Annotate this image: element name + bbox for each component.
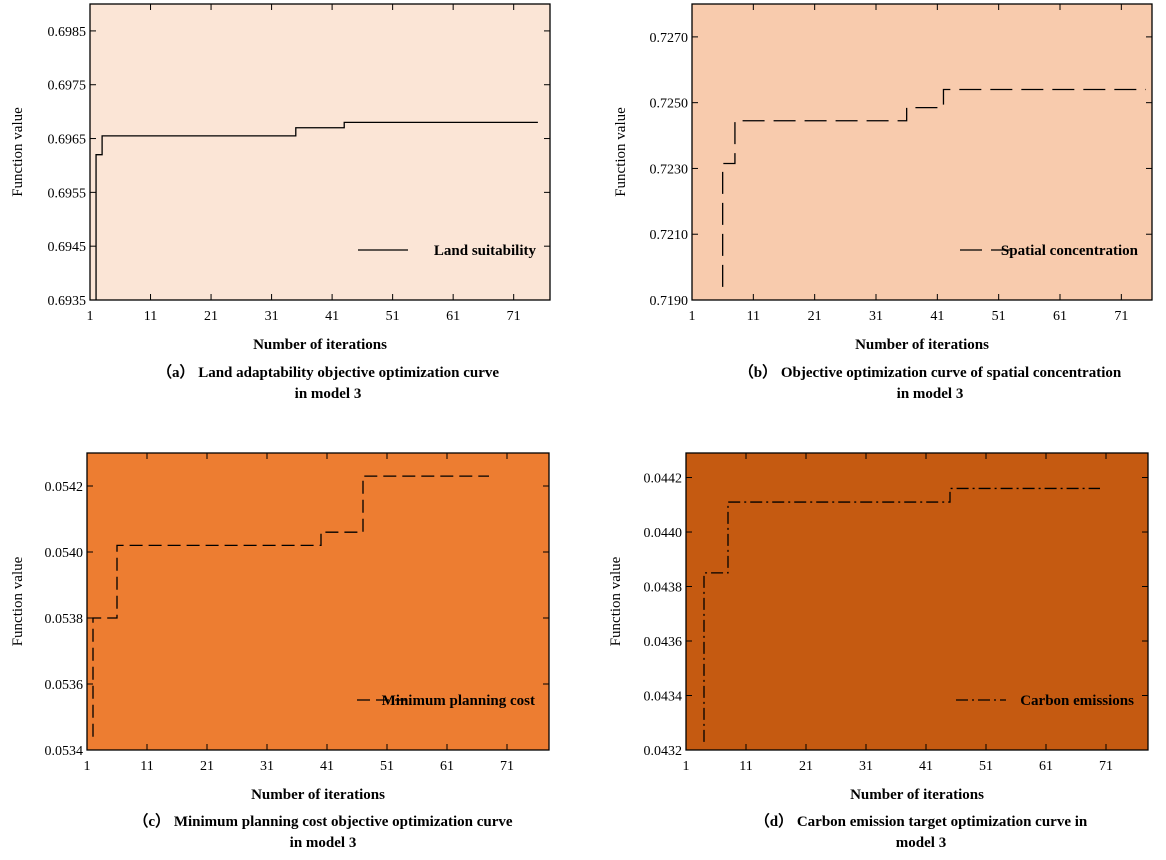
x-tick-label: 31 bbox=[260, 759, 274, 774]
y-tick-label: 0.6935 bbox=[48, 294, 87, 309]
chart-panel-d: 1 11 21 31 41 51 61 710.04320.04340.04360.04380… bbox=[608, 452, 1149, 851]
x-axis-title: Number of iterations bbox=[253, 337, 387, 353]
caption-line: （d） Carbon emission target optimization … bbox=[755, 812, 1088, 830]
x-tick-label: 41 bbox=[930, 309, 944, 324]
caption-line: model 3 bbox=[896, 835, 946, 851]
legend-label: Minimum planning cost bbox=[382, 693, 535, 709]
plot-background bbox=[686, 453, 1148, 750]
caption-line: in model 3 bbox=[897, 386, 964, 402]
plot-frame bbox=[691, 3, 1153, 301]
series-line-0 bbox=[92, 475, 489, 737]
x-tick-label: 41 bbox=[320, 759, 334, 774]
y-tick-label: 0.6955 bbox=[48, 186, 87, 201]
x-tick-label: 41 bbox=[325, 309, 339, 324]
legend-label: Spatial concentration bbox=[1001, 243, 1139, 259]
chart-panel-a: 1 11 21 31 41 51 61 710.69350.69450.69550.69650… bbox=[10, 3, 551, 402]
plot-frame bbox=[86, 452, 550, 751]
x-tick-label: 51 bbox=[386, 309, 400, 324]
x-axis-title: Number of iterations bbox=[251, 787, 385, 803]
x-axis-title: Number of iterations bbox=[855, 337, 989, 353]
y-tick-label: 0.0440 bbox=[644, 526, 683, 541]
x-tick-label: 21 bbox=[204, 309, 218, 324]
x-tick-label: 21 bbox=[808, 309, 822, 324]
y-tick-label: 0.7190 bbox=[650, 294, 689, 309]
y-tick-label: 0.6945 bbox=[48, 240, 87, 255]
x-tick-label: 51 bbox=[992, 309, 1006, 324]
x-tick-label: 21 bbox=[200, 759, 214, 774]
x-tick-label: 71 bbox=[1114, 309, 1128, 324]
y-tick-label: 0.0542 bbox=[45, 480, 84, 495]
series-line-0 bbox=[722, 88, 1146, 287]
x-tick-label: 11 bbox=[140, 759, 153, 774]
x-tick-label: 61 bbox=[446, 309, 460, 324]
x-tick-label: 71 bbox=[500, 759, 514, 774]
x-tick-label: 71 bbox=[507, 309, 521, 324]
x-tick-label: 11 bbox=[747, 309, 760, 324]
y-tick-label: 0.0434 bbox=[644, 690, 683, 705]
y-axis-title: Function value bbox=[10, 556, 26, 646]
x-tick-label: 31 bbox=[265, 309, 279, 324]
chart-panel-c: 1 11 21 31 41 51 61 710.05340.05360.05380.05400… bbox=[10, 452, 550, 851]
y-tick-label: 0.0538 bbox=[45, 612, 84, 627]
y-tick-label: 0.0442 bbox=[644, 472, 683, 487]
x-tick-label: 31 bbox=[869, 309, 883, 324]
legend-label: Carbon emissions bbox=[1020, 693, 1134, 709]
x-tick-label: 1 bbox=[87, 309, 94, 324]
series-line-0 bbox=[95, 121, 538, 300]
x-tick-label: 41 bbox=[919, 759, 933, 774]
y-axis-title: Function value bbox=[10, 107, 26, 197]
y-axis-title: Function value bbox=[613, 107, 629, 197]
x-tick-label: 1 bbox=[84, 759, 91, 774]
y-tick-label: 0.0540 bbox=[45, 546, 84, 561]
plot-frame bbox=[685, 452, 1149, 751]
x-tick-label: 11 bbox=[144, 309, 157, 324]
caption-line: in model 3 bbox=[290, 835, 357, 851]
x-tick-label: 11 bbox=[739, 759, 752, 774]
y-tick-label: 0.0436 bbox=[644, 635, 683, 650]
plot-background bbox=[90, 4, 550, 300]
caption-line: （b） Objective optimization curve of spat… bbox=[739, 363, 1122, 381]
x-tick-label: 71 bbox=[1099, 759, 1113, 774]
x-tick-label: 61 bbox=[1053, 309, 1067, 324]
y-tick-label: 0.7210 bbox=[650, 228, 689, 243]
y-tick-label: 0.6965 bbox=[48, 133, 87, 148]
y-tick-label: 0.7270 bbox=[650, 31, 689, 46]
y-tick-label: 0.7250 bbox=[650, 97, 689, 112]
y-tick-label: 0.0432 bbox=[644, 744, 683, 759]
x-axis-title: Number of iterations bbox=[850, 787, 984, 803]
caption-line: （a） Land adaptability objective optimiza… bbox=[157, 363, 499, 381]
y-tick-label: 0.7230 bbox=[650, 162, 689, 177]
y-tick-label: 0.6975 bbox=[48, 79, 87, 94]
plot-frame bbox=[89, 3, 551, 301]
y-tick-label: 0.0438 bbox=[644, 581, 683, 596]
y-tick-label: 0.0536 bbox=[45, 678, 84, 693]
x-tick-label: 61 bbox=[440, 759, 454, 774]
x-tick-label: 31 bbox=[859, 759, 873, 774]
y-tick-label: 0.0534 bbox=[45, 744, 84, 759]
plot-background bbox=[87, 453, 549, 750]
caption-line: in model 3 bbox=[295, 386, 362, 402]
x-tick-label: 1 bbox=[683, 759, 690, 774]
legend-label: Land suitability bbox=[434, 243, 537, 259]
y-axis-title: Function value bbox=[608, 556, 624, 646]
y-tick-label: 0.6985 bbox=[48, 25, 87, 40]
x-tick-label: 51 bbox=[979, 759, 993, 774]
x-tick-label: 61 bbox=[1039, 759, 1053, 774]
chart-panel-b: 1 11 21 31 41 51 61 710.71900.72100.72300.72500… bbox=[613, 3, 1153, 402]
caption-line: （c） Minimum planning cost objective opti… bbox=[133, 812, 512, 830]
x-tick-label: 51 bbox=[380, 759, 394, 774]
x-tick-label: 1 bbox=[689, 309, 696, 324]
x-tick-label: 21 bbox=[799, 759, 813, 774]
plot-background bbox=[692, 4, 1152, 300]
